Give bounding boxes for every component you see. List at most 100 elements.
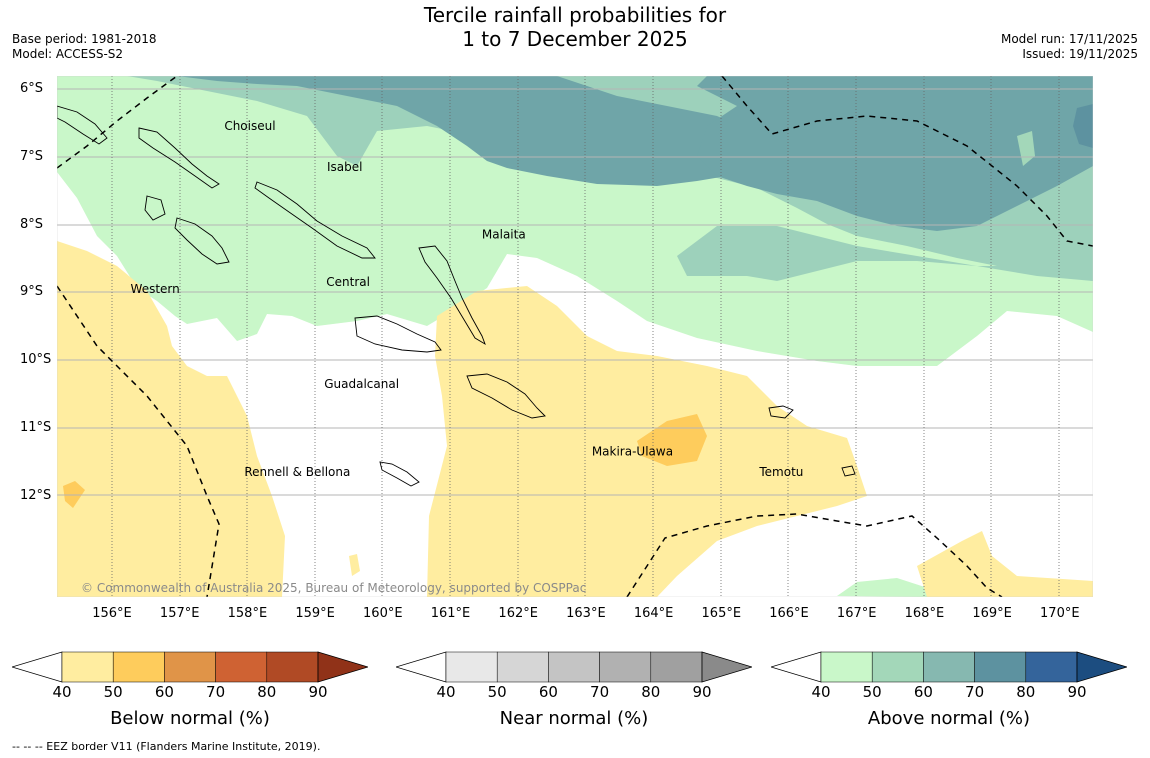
longitude-label: 162°E: [498, 606, 538, 621]
island-malaita: [418, 245, 486, 346]
latitude-label: 9°S: [20, 284, 44, 300]
colorbar-segment: [445, 651, 498, 683]
colorbar-segment: [820, 651, 873, 683]
longitude-label: 168°E: [904, 606, 945, 621]
colorbar-tick-label: 40: [811, 683, 831, 701]
latitude-gridlines: [57, 88, 1093, 496]
colorbar-under-triangle: [12, 651, 63, 683]
place-label-isabel: Isabel: [327, 160, 362, 174]
colorbar-tick-label: 60: [154, 683, 174, 701]
latitude-label: 7°S: [20, 148, 44, 164]
below-normal-40-50-small: [349, 554, 360, 576]
colorbar-segment: [650, 651, 703, 683]
latitude-label: 8°S: [20, 216, 44, 232]
place-label-malaita: Malaita: [482, 228, 526, 242]
base-period: Base period: 1981-2018: [12, 32, 157, 46]
model-run: Model run: 17/11/2025: [1000, 32, 1138, 46]
below-normal-50-60-center: [637, 414, 707, 466]
place-label-choiseul: Choiseul: [224, 119, 275, 133]
eez-borders: [57, 76, 1093, 597]
colorbar-segment: [61, 651, 114, 683]
colorbar-tick-label: 90: [308, 683, 328, 701]
longitude-label: 156°E: [92, 606, 132, 621]
island-isabel: [254, 181, 376, 259]
issued-date: Issued: 19/11/2025: [1022, 47, 1138, 61]
colorbar-tick-label: 80: [1016, 683, 1036, 701]
latitude-label: 6°S: [20, 81, 44, 96]
colorbar-under-triangle: [771, 651, 822, 683]
colorbar-under-triangle: [396, 651, 447, 683]
island-rennell: [379, 461, 420, 487]
place-label-temotu: Temotu: [758, 465, 803, 479]
longitude-label: 169°E: [972, 606, 1012, 621]
below-normal-40-50-southeast: [917, 531, 1093, 597]
island-choiseul: [138, 127, 220, 189]
colorbar-segment: [599, 651, 652, 683]
colorbar-segment: [1025, 651, 1078, 683]
above-normal-70-80-spot: [1073, 104, 1093, 148]
longitude-label: 163°E: [566, 606, 606, 621]
map-title: Tercile rainfall probabilities for 1 to …: [0, 3, 1150, 51]
colorbar-title: Near normal (%): [499, 708, 649, 729]
above-normal-50-60-east: [677, 226, 1093, 281]
colorbar-segment: [164, 651, 216, 683]
longitude-label: 157°E: [159, 606, 200, 621]
longitude-label: 164°E: [633, 606, 674, 621]
above-normal-60-70-region: [177, 76, 777, 186]
colorbar-segment: [923, 651, 975, 683]
colorbar-segment: [496, 651, 549, 683]
island-new-georgia: [174, 217, 230, 265]
model-name: Model: ACCESS-S2: [12, 47, 124, 61]
colorbar-tick-label: 50: [487, 683, 507, 701]
longitude-label: 161°E: [430, 606, 471, 621]
colorbar-segment: [548, 651, 600, 683]
colorbar-tick-label: 60: [538, 683, 558, 701]
islands: [57, 105, 856, 487]
longitude-label: 159°E: [295, 606, 335, 621]
island-vella: [144, 195, 166, 221]
longitude-label: 165°E: [701, 606, 742, 621]
colorbar-tick-label: 40: [52, 683, 72, 701]
colorbar-segment: [266, 651, 319, 683]
island-makira: [466, 373, 546, 419]
colorbar-segment: [112, 651, 165, 683]
colorbar-tick-label: 40: [436, 683, 456, 701]
place-label-western: Western: [131, 282, 180, 296]
colorbar-tick-label: 50: [103, 683, 123, 701]
place-label-rennell-bellona: Rennell & Bellona: [244, 465, 350, 479]
colorbar-over-triangle: [317, 651, 368, 683]
colorbar-title: Below normal (%): [110, 708, 270, 729]
meta-right: Model run: 17/11/2025 Issued: 19/11/2025: [1001, 32, 1138, 62]
meta-left: Base period: 1981-2018 Model: ACCESS-S2: [12, 32, 157, 62]
colorbar-over-triangle: [701, 651, 752, 683]
island-small-temotu: [841, 465, 856, 477]
colorbar-tick-label: 90: [692, 683, 712, 701]
colorbar-tick-label: 80: [257, 683, 277, 701]
place-label-central: Central: [326, 275, 370, 289]
island-guadalcanal: [354, 315, 442, 353]
above-normal-40-50-small: [837, 578, 937, 597]
title-line-2: 1 to 7 December 2025: [462, 27, 688, 51]
colorbar-1: [396, 651, 752, 683]
colorbar-0: [12, 651, 368, 683]
colorbar-segment: [871, 651, 924, 683]
colorbar-tick-label: 70: [965, 683, 985, 701]
copyright-notice: © Commonwealth of Australia 2025, Bureau…: [81, 581, 586, 595]
colorbar-tick-label: 50: [862, 683, 882, 701]
title-line-1: Tercile rainfall probabilities for: [423, 3, 727, 27]
colorbar-tick-label: 70: [590, 683, 610, 701]
place-label-guadalcanal: Guadalcanal: [324, 377, 399, 391]
island-bougainville-tip: [57, 105, 108, 145]
latitude-label: 10°S: [20, 352, 52, 368]
colorbar-segment: [974, 651, 1027, 683]
longitude-label: 167°E: [836, 606, 877, 621]
longitude-label: 158°E: [227, 606, 268, 621]
latitude-label: 12°S: [20, 487, 52, 503]
island-santa-cruz: [768, 405, 794, 419]
below-normal-40-50-west: [57, 241, 285, 597]
above-normal-60-70-east: [697, 76, 1093, 231]
colorbar-tick-label: 80: [641, 683, 661, 701]
colorbar-tick-label: 70: [206, 683, 226, 701]
colorbar-tick-label: 60: [913, 683, 933, 701]
longitude-label: 160°E: [363, 606, 403, 621]
